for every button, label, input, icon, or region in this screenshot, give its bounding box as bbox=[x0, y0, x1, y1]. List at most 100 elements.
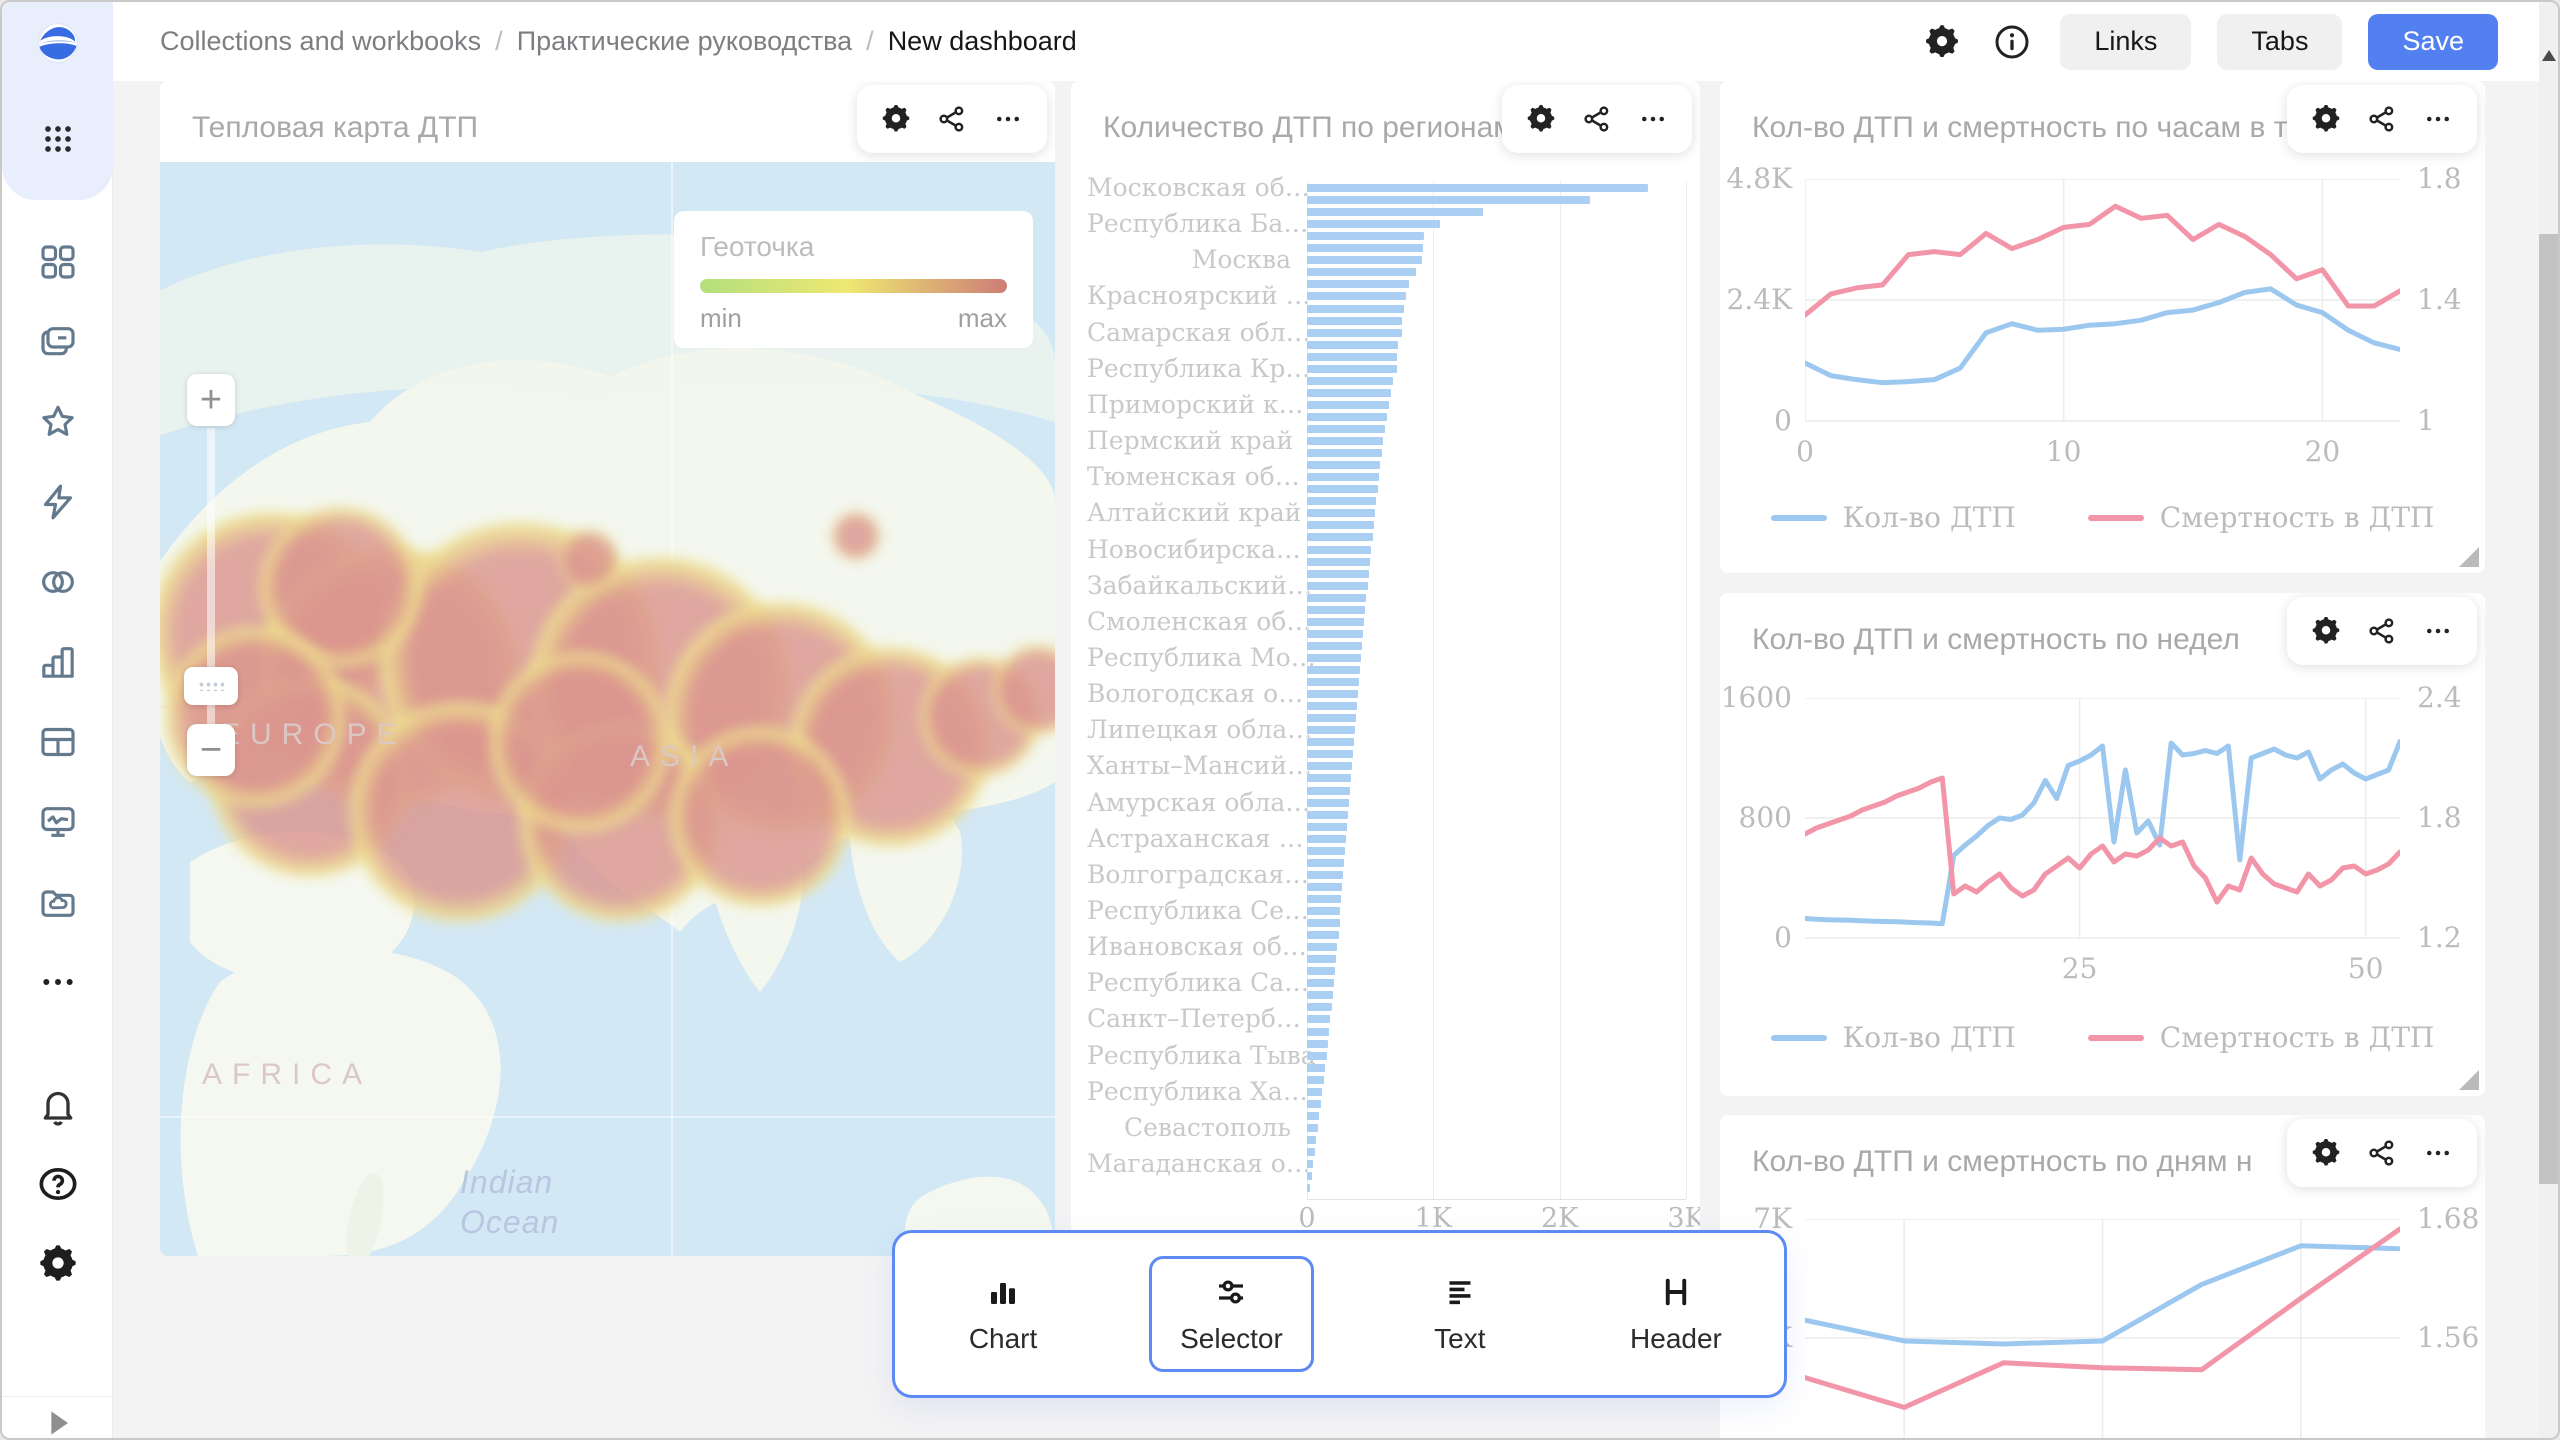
breadcrumb-segment[interactable]: Collections and workbooks bbox=[160, 26, 482, 56]
settings-icon[interactable] bbox=[1920, 20, 1964, 64]
bar bbox=[1307, 376, 1393, 385]
share-icon[interactable] bbox=[2365, 1136, 2399, 1170]
bar bbox=[1307, 1148, 1315, 1156]
map-label: ASIA bbox=[630, 740, 739, 773]
collections-icon[interactable] bbox=[37, 321, 79, 363]
bar bbox=[1307, 666, 1360, 674]
map-zoom-out-button[interactable]: − bbox=[187, 724, 235, 776]
share-icon[interactable] bbox=[2365, 614, 2399, 648]
bar-category-label: Республика Мо… bbox=[1087, 642, 1316, 672]
map-zoom-in-button[interactable]: + bbox=[187, 374, 235, 426]
toolbar-item-selector[interactable]: Selector bbox=[1149, 1256, 1314, 1372]
gear-icon[interactable] bbox=[2309, 614, 2343, 648]
bar-chart-actions bbox=[1502, 85, 1692, 153]
more-icon[interactable] bbox=[37, 961, 79, 1003]
bar bbox=[1307, 750, 1353, 759]
bar bbox=[1307, 1087, 1323, 1096]
bar-category-label: Республика Са… bbox=[1087, 968, 1310, 998]
bar bbox=[1307, 557, 1371, 566]
tabs-button[interactable]: Tabs bbox=[2217, 13, 2343, 70]
line-chart-hours-card: Кол-во ДТП и смертность по часам в те 4.… bbox=[1720, 81, 2485, 573]
map-label: EUROPE bbox=[220, 718, 407, 751]
heatmap-map[interactable]: EUROPEASIAAFRICAIndianOceanAUSTRALIA Гео… bbox=[160, 162, 1055, 1256]
y-axis-tick-left: 4.8K bbox=[1726, 162, 1792, 195]
legend-item: Кол-во ДТП bbox=[1770, 501, 2016, 534]
toolbar-item-text[interactable]: Text bbox=[1352, 1273, 1568, 1355]
map-legend: Геоточка min max bbox=[674, 211, 1033, 348]
more-icon[interactable] bbox=[2421, 1136, 2455, 1170]
gear-icon[interactable] bbox=[879, 102, 913, 136]
bar bbox=[1307, 1160, 1314, 1169]
bar bbox=[1307, 870, 1344, 879]
gear-icon[interactable] bbox=[2309, 1136, 2343, 1170]
save-button[interactable]: Save bbox=[2368, 13, 2498, 70]
connections-icon[interactable] bbox=[37, 561, 79, 603]
apps-grid-icon[interactable] bbox=[37, 118, 79, 160]
bar bbox=[1307, 569, 1369, 578]
more-icon[interactable] bbox=[991, 102, 1025, 136]
bar bbox=[1307, 533, 1373, 542]
breadcrumb-segment[interactable]: Практические руководства bbox=[516, 26, 853, 56]
bar bbox=[1307, 882, 1343, 891]
expand-icon[interactable] bbox=[37, 1402, 79, 1438]
datalens-logo[interactable] bbox=[31, 16, 84, 69]
share-icon[interactable] bbox=[2365, 102, 2399, 136]
bar bbox=[1307, 1123, 1318, 1132]
legend-swatch bbox=[1770, 514, 1827, 521]
more-icon[interactable] bbox=[1636, 102, 1670, 136]
map-zoom-slider[interactable] bbox=[207, 428, 215, 724]
more-icon[interactable] bbox=[2421, 614, 2455, 648]
line-chart-weeks-card: Кол-во ДТП и смертность по недел 1600 2.4… bbox=[1720, 593, 2485, 1096]
x-axis-tick: 20 bbox=[2304, 435, 2341, 468]
bar bbox=[1307, 328, 1402, 337]
settings-icon[interactable] bbox=[37, 1243, 79, 1285]
bar-category-label: Республика Кр… bbox=[1087, 353, 1311, 383]
more-icon[interactable] bbox=[2421, 102, 2455, 136]
dashboards-icon[interactable] bbox=[37, 241, 79, 283]
legend-item: Смертность в ДТП bbox=[2087, 501, 2434, 534]
map-zoom-handle[interactable] bbox=[184, 667, 238, 705]
header-widget-icon bbox=[1657, 1273, 1695, 1311]
scroll-up-arrow-icon[interactable] bbox=[2542, 50, 2556, 61]
help-icon[interactable] bbox=[37, 1163, 79, 1205]
notifications-icon[interactable] bbox=[37, 1085, 79, 1127]
bar bbox=[1307, 352, 1398, 361]
bar bbox=[1307, 943, 1338, 952]
bar bbox=[1307, 581, 1368, 590]
page-scrollbar[interactable] bbox=[2539, 2, 2558, 1438]
charts-icon[interactable] bbox=[37, 641, 79, 683]
links-button[interactable]: Links bbox=[2060, 13, 2192, 70]
bar bbox=[1307, 834, 1347, 843]
legend-label: Кол-во ДТП bbox=[1842, 501, 2016, 534]
storage-icon[interactable] bbox=[37, 881, 79, 923]
share-icon[interactable] bbox=[1580, 102, 1614, 136]
bar bbox=[1307, 1015, 1331, 1024]
x-axis-tick: 25 bbox=[2061, 952, 2098, 985]
toolbar-item-label: Selector bbox=[1180, 1323, 1283, 1354]
bar bbox=[1307, 437, 1384, 446]
tables-icon[interactable] bbox=[37, 721, 79, 763]
share-icon[interactable] bbox=[935, 102, 969, 136]
bar-category-label: Тюменская об… bbox=[1087, 462, 1300, 492]
bar-axis-line bbox=[1307, 1199, 1686, 1200]
quick-actions-icon[interactable] bbox=[37, 481, 79, 523]
info-icon[interactable] bbox=[1990, 20, 2034, 64]
gear-icon[interactable] bbox=[1524, 102, 1558, 136]
bar bbox=[1307, 364, 1397, 373]
bar-chart-title: Количество ДТП по регионам bbox=[1103, 111, 1502, 144]
monitoring-icon[interactable] bbox=[37, 801, 79, 843]
resize-handle-icon[interactable] bbox=[2459, 547, 2479, 567]
favorites-icon[interactable] bbox=[37, 401, 79, 443]
map-label: Indian Ocean bbox=[460, 1164, 560, 1240]
bar bbox=[1307, 1172, 1312, 1181]
toolbar-item-header[interactable]: Header bbox=[1568, 1273, 1784, 1355]
bar bbox=[1307, 1063, 1326, 1072]
toolbar-item-chart[interactable]: Chart bbox=[895, 1273, 1111, 1355]
bar-category-label: Республика Се… bbox=[1087, 896, 1309, 925]
chart-widget-icon bbox=[984, 1273, 1022, 1311]
heatmap-blob bbox=[165, 627, 345, 807]
resize-handle-icon[interactable] bbox=[2459, 1070, 2479, 1090]
gear-icon[interactable] bbox=[2309, 102, 2343, 136]
scrollbar-thumb[interactable] bbox=[2539, 234, 2558, 1184]
y-axis-tick-right: 1.8 bbox=[2417, 162, 2462, 195]
